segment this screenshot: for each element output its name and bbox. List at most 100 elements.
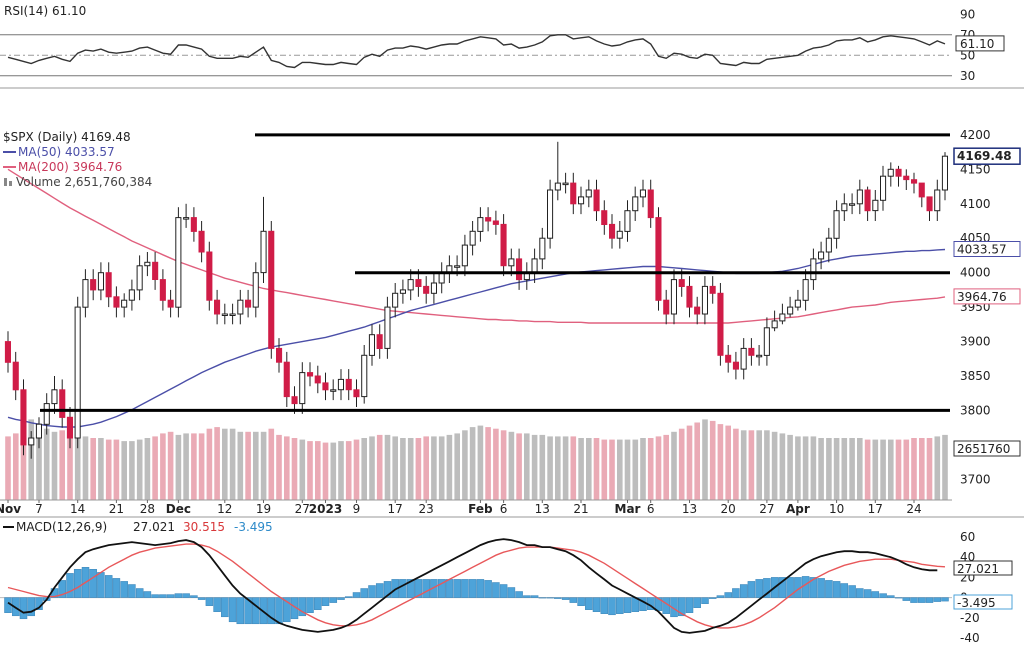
- candle-body: [35, 423, 43, 439]
- volume-bar: [756, 430, 762, 501]
- volume-bar: [423, 436, 429, 500]
- macd-histogram-bar: [267, 597, 276, 625]
- volume-bar: [640, 438, 646, 500]
- candle-body: [268, 230, 275, 349]
- macd-histogram-bar: [755, 579, 763, 598]
- macd-tag-text: 27.021: [957, 562, 999, 576]
- macd-histogram-bar: [732, 588, 740, 598]
- volume-bar: [709, 420, 716, 500]
- volume-bar: [407, 438, 414, 500]
- x-axis-label: 10: [829, 502, 844, 516]
- macd-histogram-bar: [73, 569, 82, 598]
- volume-bar: [431, 436, 437, 500]
- macd-histogram-bar: [708, 597, 717, 599]
- histogram-tag-text: -3.495: [957, 596, 996, 610]
- volume-bar: [438, 436, 445, 500]
- candle-body: [291, 396, 298, 405]
- volume-bar: [136, 439, 143, 501]
- candle-body: [237, 299, 244, 315]
- macd-histogram-bar: [406, 579, 415, 598]
- volume-bar: [67, 427, 73, 500]
- volume-bar: [322, 442, 329, 500]
- volume-bar: [864, 439, 871, 501]
- x-axis-label: 7: [35, 502, 43, 516]
- candle-body: [82, 279, 89, 308]
- macd-histogram-bar: [685, 597, 694, 613]
- candle-body: [4, 341, 11, 363]
- macd-legend: MACD(12,26,9) 27.021 30.515 -3.495: [3, 520, 273, 534]
- candle-body: [895, 168, 902, 177]
- candle-body: [562, 182, 569, 186]
- volume-bar: [818, 438, 824, 500]
- ma200-tag-box: [953, 288, 1021, 305]
- macd-histogram-bar: [422, 579, 430, 598]
- volume-bar: [570, 436, 577, 500]
- macd-histogram-bar: [104, 575, 113, 598]
- volume-bar: [562, 436, 569, 500]
- candle-body: [183, 217, 190, 220]
- volume-bar: [632, 439, 639, 501]
- signal-legend-value: 30.515: [183, 520, 225, 534]
- ma200-legend-label: MA(200) 3964.76: [18, 160, 122, 174]
- macd-legend-value: 27.021: [133, 520, 175, 534]
- macd-histogram-bar: [825, 580, 833, 598]
- macd-histogram-bar: [716, 595, 725, 598]
- volume-bar: [779, 433, 786, 501]
- macd-histogram-bar: [701, 597, 709, 604]
- rsi-panel-bg: [0, 0, 952, 88]
- volume-bar: [376, 434, 383, 500]
- volume-bar: [617, 439, 623, 501]
- volume-bar: [214, 427, 220, 500]
- candle-body: [531, 258, 538, 274]
- volume-bar: [524, 433, 530, 501]
- candle-body: [639, 189, 647, 198]
- volume-bar: [795, 436, 801, 500]
- volume-bar: [43, 428, 50, 500]
- macd-histogram-bar: [151, 594, 159, 598]
- candle-body: [121, 299, 128, 308]
- candle-body: [771, 320, 778, 329]
- macd-histogram-bar: [321, 597, 330, 606]
- volume-bar: [338, 441, 344, 500]
- volume-bar: [725, 425, 731, 500]
- rsi-line: [7, 34, 946, 69]
- candle-body: [841, 203, 848, 212]
- volume-legend-swatch: [4, 178, 7, 186]
- volume-bar: [245, 431, 251, 500]
- candle-body: [376, 334, 383, 350]
- volume-bar: [500, 430, 507, 501]
- macd-histogram-bar: [492, 582, 500, 598]
- volume-bar: [152, 436, 158, 500]
- candle-body: [252, 272, 259, 308]
- volume-bar: [191, 433, 197, 501]
- macd-histogram-bar: [461, 579, 469, 598]
- macd-histogram-bar: [205, 597, 214, 606]
- candle-body: [438, 272, 445, 284]
- volume-bar: [113, 439, 120, 501]
- candle-body: [818, 251, 825, 260]
- macd-histogram-bar: [693, 597, 701, 608]
- macd-histogram-bar: [414, 579, 423, 598]
- candle-body: [756, 354, 763, 358]
- macd-histogram-bar: [445, 579, 454, 598]
- volume-bar: [454, 433, 460, 501]
- candle-body: [748, 347, 755, 356]
- macd-histogram-bar: [739, 584, 748, 598]
- candle-body: [90, 279, 97, 291]
- rsi-current-tag-box: [955, 35, 1005, 52]
- macd-histogram-bar: [89, 569, 97, 598]
- volume-bar: [299, 439, 306, 501]
- candle-body: [353, 389, 360, 398]
- volume-bars: [5, 419, 948, 501]
- candle-body: [926, 196, 933, 212]
- ma50-tag-text: 4033.57: [957, 243, 1007, 257]
- candle-body: [20, 389, 27, 446]
- x-axis-label: 23: [419, 502, 434, 516]
- candle-body: [28, 437, 35, 446]
- candle-body: [461, 244, 468, 267]
- candle-body: [314, 375, 321, 384]
- volume-bar: [167, 431, 174, 500]
- macd-histogram-bar: [437, 579, 446, 598]
- x-axis-label: 9: [353, 502, 361, 516]
- candle-body: [918, 182, 925, 198]
